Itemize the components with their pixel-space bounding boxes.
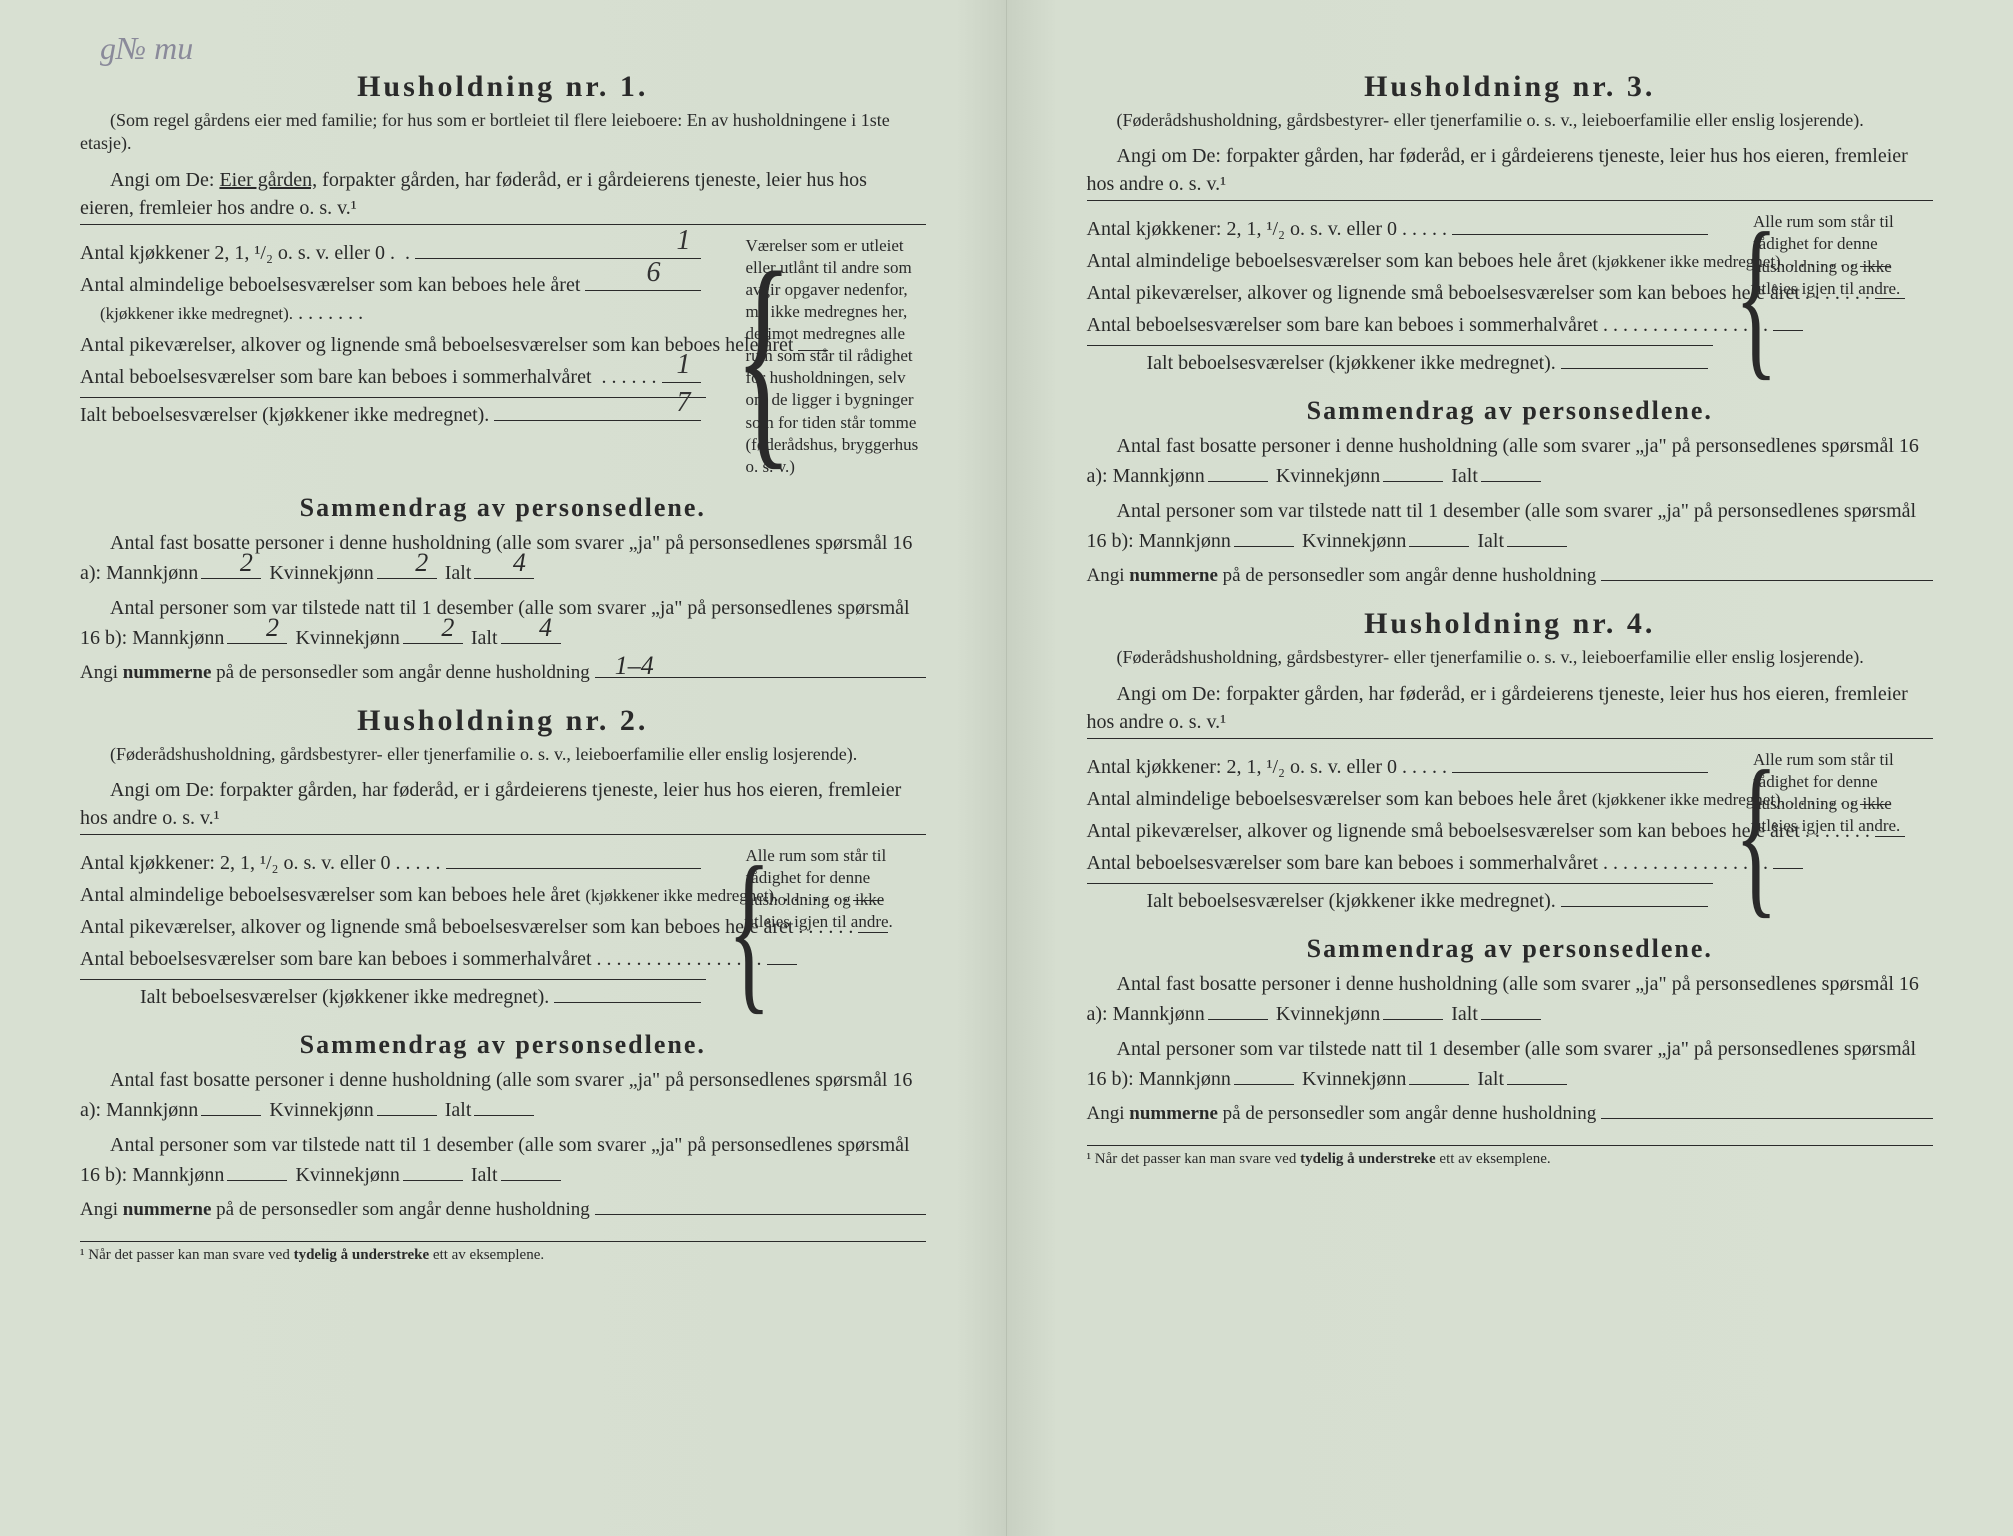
household-4: Husholdning nr. 4. (Føderådshusholdning,… [1087, 607, 1934, 1124]
total-value: 7 [677, 383, 691, 422]
alcove-row: Antal pikeværelser, alkover og lignende … [80, 331, 706, 359]
footnote-right: ¹ Når det passer kan man svare ved tydel… [1087, 1145, 1934, 1168]
summary-16a-1: Antal fast bosatte personer i denne hush… [80, 528, 926, 588]
household-1-instruction: Angi om De: Eier gården, forpakter gårde… [80, 166, 926, 225]
kitchens-label-4: Antal kjøkkener: 2, 1, ¹/₂ o. s. v. elle… [1087, 753, 1398, 781]
mann-16a-value: 2 [210, 543, 253, 582]
summary-title-1: Sammendrag av personsedlene. [80, 493, 926, 523]
brace-icon [1713, 749, 1728, 919]
summary-16b-4: Antal personer som var tilstede natt til… [1087, 1034, 1934, 1094]
summer-label-3: Antal beboelsesværelser som bare kan beb… [1087, 311, 1769, 339]
household-2-instruction: Angi om De: forpakter gården, har føderå… [80, 776, 926, 835]
kitchens-label-2: Antal kjøkkener: 2, 1, ¹/₂ o. s. v. elle… [80, 849, 391, 877]
instruction-prefix: Angi om De: [110, 169, 214, 191]
household-1-form: Antal kjøkkener 2, 1, ¹/₂ o. s. v. eller… [80, 235, 926, 478]
right-page: Husholdning nr. 3. (Føderådshusholdning,… [1007, 0, 2013, 1536]
sidebar-note-1: Værelser som er utleiet eller utlånt til… [706, 235, 926, 478]
household-3-title: Husholdning nr. 3. [1087, 70, 1934, 104]
summary-16a-2: Antal fast bosatte personer i denne hush… [80, 1065, 926, 1125]
summer-row: Antal beboelsesværelser som bare kan beb… [80, 363, 706, 391]
mann-16b-value: 2 [236, 608, 279, 647]
summary-16a-4: Antal fast bosatte personer i denne hush… [1087, 969, 1934, 1029]
household-2-title: Husholdning nr. 2. [80, 704, 926, 738]
household-3-instruction: Angi om De: forpakter gården, har føderå… [1087, 142, 1934, 201]
household-4-instruction: Angi om De: forpakter gården, har føderå… [1087, 680, 1934, 739]
summary-16b-1: Antal personer som var tilstede natt til… [80, 593, 926, 653]
household-4-title: Husholdning nr. 4. [1087, 607, 1934, 641]
nummerne-line-2: Angi nummerne på de personsedler som ang… [80, 1198, 926, 1221]
ialt-16a-value: 4 [483, 543, 526, 582]
sidebar-note-4: Alle rum som står til rådighet for denne… [1713, 749, 1933, 919]
rooms-value: 6 [647, 253, 661, 292]
nummerne-line-1: Angi nummerne på de personsedler som ang… [80, 661, 926, 684]
instruction-underlined: Eier gården, [219, 169, 317, 191]
summer-label-2: Antal beboelsesværelser som bare kan beb… [80, 945, 762, 973]
summer-label-4: Antal beboelsesværelser som bare kan beb… [1087, 849, 1769, 877]
summary-title-2: Sammendrag av personsedlene. [80, 1030, 926, 1060]
total-label: Ialt beboelsesværelser (kjøkkener ikke m… [80, 401, 489, 429]
household-2-subtitle: (Føderådshusholdning, gårdsbestyrer- ell… [80, 743, 926, 766]
household-3-subtitle: (Føderådshusholdning, gårdsbestyrer- ell… [1087, 109, 1934, 132]
total-label-2: Ialt beboelsesværelser (kjøkkener ikke m… [80, 983, 549, 1011]
footnote-left: ¹ Når det passer kan man svare ved tydel… [80, 1241, 926, 1264]
brace-icon [706, 235, 721, 478]
summary-16b-2: Antal personer som var tilstede natt til… [80, 1130, 926, 1190]
sidebar-note-2: Alle rum som står til rådighet for denne… [706, 845, 926, 1015]
kitchens-label: Antal kjøkkener 2, 1, ¹/₂ o. s. v. eller… [80, 239, 385, 267]
summer-value: 1 [677, 345, 691, 384]
left-page: g№ mu Husholdning nr. 1. (Som regel gård… [0, 0, 1007, 1536]
rooms-row: Antal almindelige beboelsesværelser som … [80, 271, 706, 327]
nummerne-line-3: Angi nummerne på de personsedler som ang… [1087, 564, 1934, 587]
summary-16b-3: Antal personer som var tilstede natt til… [1087, 496, 1934, 556]
rooms-label: Antal almindelige beboelsesværelser som … [80, 271, 580, 327]
household-1-subtitle: (Som regel gårdens eier med familie; for… [80, 109, 926, 156]
household-2: Husholdning nr. 2. (Føderådshusholdning,… [80, 704, 926, 1221]
kvinne-16a-value: 2 [385, 543, 428, 582]
summary-title-3: Sammendrag av personsedlene. [1087, 396, 1934, 426]
sidebar-note-3: Alle rum som står til rådighet for denne… [1713, 211, 1933, 381]
kitchens-label-3: Antal kjøkkener: 2, 1, ¹/₂ o. s. v. elle… [1087, 215, 1398, 243]
handwriting-annotation: g№ mu [100, 30, 193, 67]
household-2-form: Antal kjøkkener: 2, 1, ¹/₂ o. s. v. elle… [80, 845, 926, 1015]
summary-16a-3: Antal fast bosatte personer i denne hush… [1087, 431, 1934, 491]
brace-icon [706, 845, 721, 1015]
ialt-16b-value: 4 [509, 608, 552, 647]
household-4-form: Antal kjøkkener: 2, 1, ¹/₂ o. s. v. elle… [1087, 749, 1934, 919]
total-label-4: Ialt beboelsesværelser (kjøkkener ikke m… [1087, 887, 1556, 915]
nummerne-line-4: Angi nummerne på de personsedler som ang… [1087, 1102, 1934, 1125]
household-1-title: Husholdning nr. 1. [80, 70, 926, 104]
total-row: Ialt beboelsesværelser (kjøkkener ikke m… [80, 397, 706, 429]
summary-title-4: Sammendrag av personsedlene. [1087, 934, 1934, 964]
brace-icon [1713, 211, 1728, 381]
household-4-subtitle: (Føderådshusholdning, gårdsbestyrer- ell… [1087, 646, 1934, 669]
kvinne-16b-value: 2 [411, 608, 454, 647]
nummerne-value-1: 1–4 [615, 651, 654, 681]
kitchens-value: 1 [677, 221, 691, 260]
household-1: Husholdning nr. 1. (Som regel gårdens ei… [80, 70, 926, 684]
kitchens-row: Antal kjøkkener 2, 1, ¹/₂ o. s. v. eller… [80, 239, 706, 267]
household-3: Husholdning nr. 3. (Føderådshusholdning,… [1087, 70, 1934, 587]
total-label-3: Ialt beboelsesværelser (kjøkkener ikke m… [1087, 349, 1556, 377]
summer-label: Antal beboelsesværelser som bare kan beb… [80, 363, 657, 391]
household-3-form: Antal kjøkkener: 2, 1, ¹/₂ o. s. v. elle… [1087, 211, 1934, 381]
